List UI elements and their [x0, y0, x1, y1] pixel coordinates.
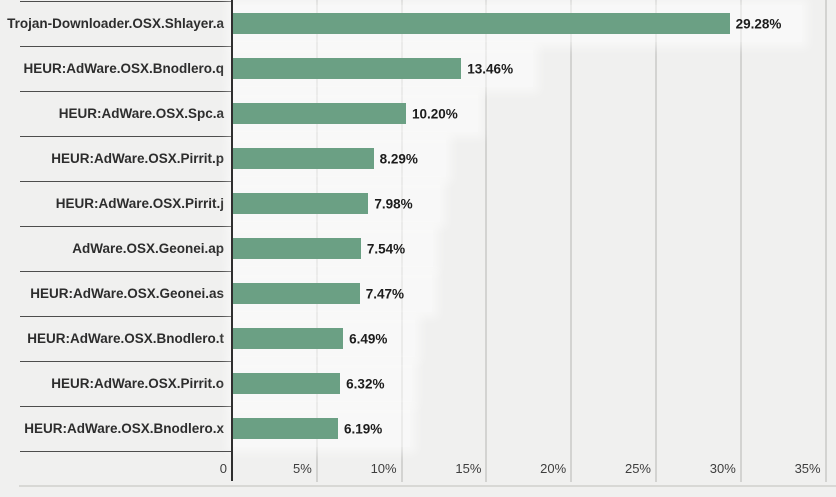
- bar-cell: 7.47%: [232, 271, 836, 316]
- gridline: [739, 0, 742, 482]
- axis-tick-label: 10%: [370, 461, 397, 476]
- chart-row: HEUR:AdWare.OSX.Pirrit.p 8.29%: [0, 136, 836, 181]
- value-label: 6.19%: [343, 421, 383, 436]
- value-label: 6.32%: [346, 376, 385, 391]
- category-label-cell: AdWare.OSX.Geonei.ap: [0, 226, 232, 271]
- bar: [233, 193, 369, 214]
- chart-row: HEUR:AdWare.OSX.Bnodlero.t 6.49%: [0, 316, 836, 361]
- value-label: 7.98%: [374, 196, 413, 211]
- chart-row: HEUR:AdWare.OSX.Geonei.as 7.47%: [0, 271, 836, 316]
- category-label: HEUR:AdWare.OSX.Pirrit.j: [55, 196, 224, 211]
- chart-row: HEUR:AdWare.OSX.Bnodlero.q 13.46%: [0, 46, 836, 91]
- axis-tick-label: 30%: [709, 461, 736, 476]
- category-label: HEUR:AdWare.OSX.Pirrit.o: [51, 376, 224, 391]
- y-axis-line: [231, 0, 233, 481]
- category-label: HEUR:AdWare.OSX.Geonei.as: [30, 286, 224, 301]
- value-label: 29.28%: [735, 16, 782, 31]
- gridline: [655, 0, 657, 482]
- category-label-cell: HEUR:AdWare.OSX.Spc.a: [0, 91, 232, 136]
- rows: Trojan-Downloader.OSX.Shlayer.a 29.28% HEU…: [0, 1, 836, 452]
- value-label: 8.29%: [379, 151, 418, 166]
- category-label: HEUR:AdWare.OSX.Pirrit.p: [51, 151, 224, 166]
- gridline: [570, 0, 573, 482]
- bar-cell: 6.49%: [232, 316, 836, 361]
- bar-cell: 29.28%: [232, 1, 836, 46]
- category-label: Trojan-Downloader.OSX.Shlayer.a: [7, 16, 224, 31]
- category-label-cell: Trojan-Downloader.OSX.Shlayer.a: [0, 1, 232, 46]
- chart-row: HEUR:AdWare.OSX.Bnodlero.x 6.19%: [0, 406, 836, 451]
- value-label: 7.47%: [365, 286, 404, 301]
- bar-cell: 6.19%: [232, 406, 836, 451]
- value-label: 6.49%: [349, 331, 388, 346]
- bar: [233, 148, 374, 169]
- bar-cell: 13.46%: [232, 46, 836, 91]
- category-label-cell: HEUR:AdWare.OSX.Pirrit.j: [0, 181, 232, 226]
- bar: [233, 238, 361, 259]
- bar: [233, 283, 360, 304]
- chart-row: Trojan-Downloader.OSX.Shlayer.a 29.28%: [0, 1, 836, 46]
- bar-cell: 10.20%: [232, 91, 836, 136]
- category-label-cell: HEUR:AdWare.OSX.Geonei.as: [0, 271, 232, 316]
- category-label-cell: HEUR:AdWare.OSX.Bnodlero.x: [0, 406, 232, 451]
- bar-cell: 7.98%: [232, 181, 836, 226]
- gridline: [485, 0, 488, 482]
- axis-tick-label: 35%: [794, 461, 821, 476]
- chart-row: HEUR:AdWare.OSX.Pirrit.o 6.32%: [0, 361, 836, 406]
- value-label: 13.46%: [467, 61, 514, 76]
- bar: [233, 13, 730, 34]
- category-label-cell: HEUR:AdWare.OSX.Bnodlero.t: [0, 316, 232, 361]
- bar-cell: 7.54%: [232, 226, 836, 271]
- chart-row: AdWare.OSX.Geonei.ap 7.54%: [0, 226, 836, 271]
- chart-row: HEUR:AdWare.OSX.Pirrit.j 7.98%: [0, 181, 836, 226]
- category-label-cell: HEUR:AdWare.OSX.Pirrit.o: [0, 361, 232, 406]
- axis-tick-label: 25%: [624, 461, 651, 476]
- gridline: [824, 0, 827, 482]
- axis-tick-label: 15%: [455, 461, 482, 476]
- axis-tick-label: 0: [219, 461, 227, 476]
- bar-cell: 6.32%: [232, 361, 836, 406]
- bar: [233, 58, 462, 79]
- value-label: 7.54%: [366, 241, 406, 256]
- category-label-cell: HEUR:AdWare.OSX.Pirrit.p: [0, 136, 232, 181]
- bottom-separator: [19, 485, 836, 487]
- bar: [233, 328, 344, 349]
- category-label: HEUR:AdWare.OSX.Bnodlero.q: [23, 61, 224, 76]
- category-label: HEUR:AdWare.OSX.Bnodlero.t: [27, 331, 224, 346]
- axis-tick-label: 5%: [293, 461, 312, 476]
- bar: [233, 418, 338, 439]
- category-label-cell: HEUR:AdWare.OSX.Bnodlero.q: [0, 46, 232, 91]
- chart-row: HEUR:AdWare.OSX.Spc.a 10.20%: [0, 91, 836, 136]
- axis-tick-label: 20%: [540, 461, 567, 476]
- bar: [233, 373, 341, 394]
- category-label: HEUR:AdWare.OSX.Spc.a: [58, 106, 224, 121]
- bar: [233, 103, 406, 124]
- value-label: 10.20%: [411, 106, 458, 121]
- category-label: HEUR:AdWare.OSX.Bnodlero.x: [24, 421, 224, 436]
- bar-cell: 8.29%: [232, 136, 836, 181]
- category-label: AdWare.OSX.Geonei.ap: [72, 241, 224, 256]
